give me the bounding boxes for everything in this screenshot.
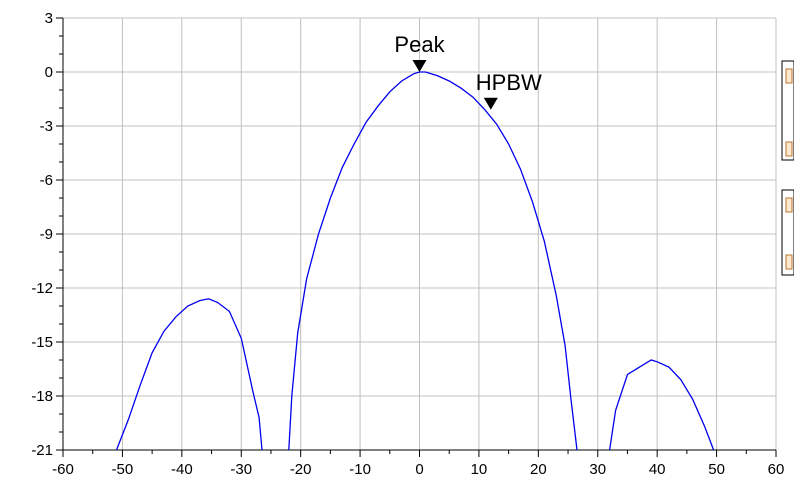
series-line-segment xyxy=(608,359,715,451)
y-tick-label: 3 xyxy=(45,10,53,27)
axes xyxy=(56,17,777,457)
y-tick-label: -18 xyxy=(31,388,53,405)
y-tick-label: -6 xyxy=(40,172,53,189)
legend-swatch xyxy=(785,141,793,157)
x-tick-label: -60 xyxy=(52,461,74,478)
x-tick-label: 30 xyxy=(589,461,606,478)
legend-swatch xyxy=(785,197,793,213)
marker-triangle xyxy=(483,97,498,110)
x-tick-label: -30 xyxy=(230,461,252,478)
grid xyxy=(62,17,777,451)
x-tick-label: 50 xyxy=(708,461,725,478)
x-tick-label: -40 xyxy=(171,461,193,478)
x-tick-label: -20 xyxy=(290,461,312,478)
x-tick-label: 10 xyxy=(471,461,488,478)
y-tick-label: -3 xyxy=(40,118,53,135)
x-tick-label: 40 xyxy=(649,461,666,478)
marker-triangle xyxy=(412,60,427,72)
legend-swatch xyxy=(785,68,793,84)
y-tick-label: -12 xyxy=(31,280,53,297)
x-tick-label: -50 xyxy=(112,461,134,478)
x-tick-label: 0 xyxy=(415,461,423,478)
x-tick-label: 60 xyxy=(768,461,785,478)
legend-swatch xyxy=(785,254,793,270)
y-tick-label: -9 xyxy=(40,226,53,243)
tick-labels: -60 -50 -40 -30 -20 -10 0 10 20 30 40 50 6030-3-6-9-… xyxy=(31,10,784,478)
markers: Peak HPBW xyxy=(394,32,542,110)
x-tick-label: -10 xyxy=(349,461,371,478)
marker-label: Peak xyxy=(394,32,445,57)
series xyxy=(115,71,715,451)
legend-box-1 xyxy=(781,60,794,161)
legend-fragment xyxy=(781,60,794,276)
x-tick-label: 20 xyxy=(530,461,547,478)
y-tick-label: 0 xyxy=(45,64,53,81)
marker-label: HPBW xyxy=(476,70,542,95)
series-line-segment xyxy=(288,71,578,451)
y-tick-label: -21 xyxy=(31,442,53,459)
series-line-segment xyxy=(115,298,263,451)
y-tick-label: -15 xyxy=(31,334,53,351)
